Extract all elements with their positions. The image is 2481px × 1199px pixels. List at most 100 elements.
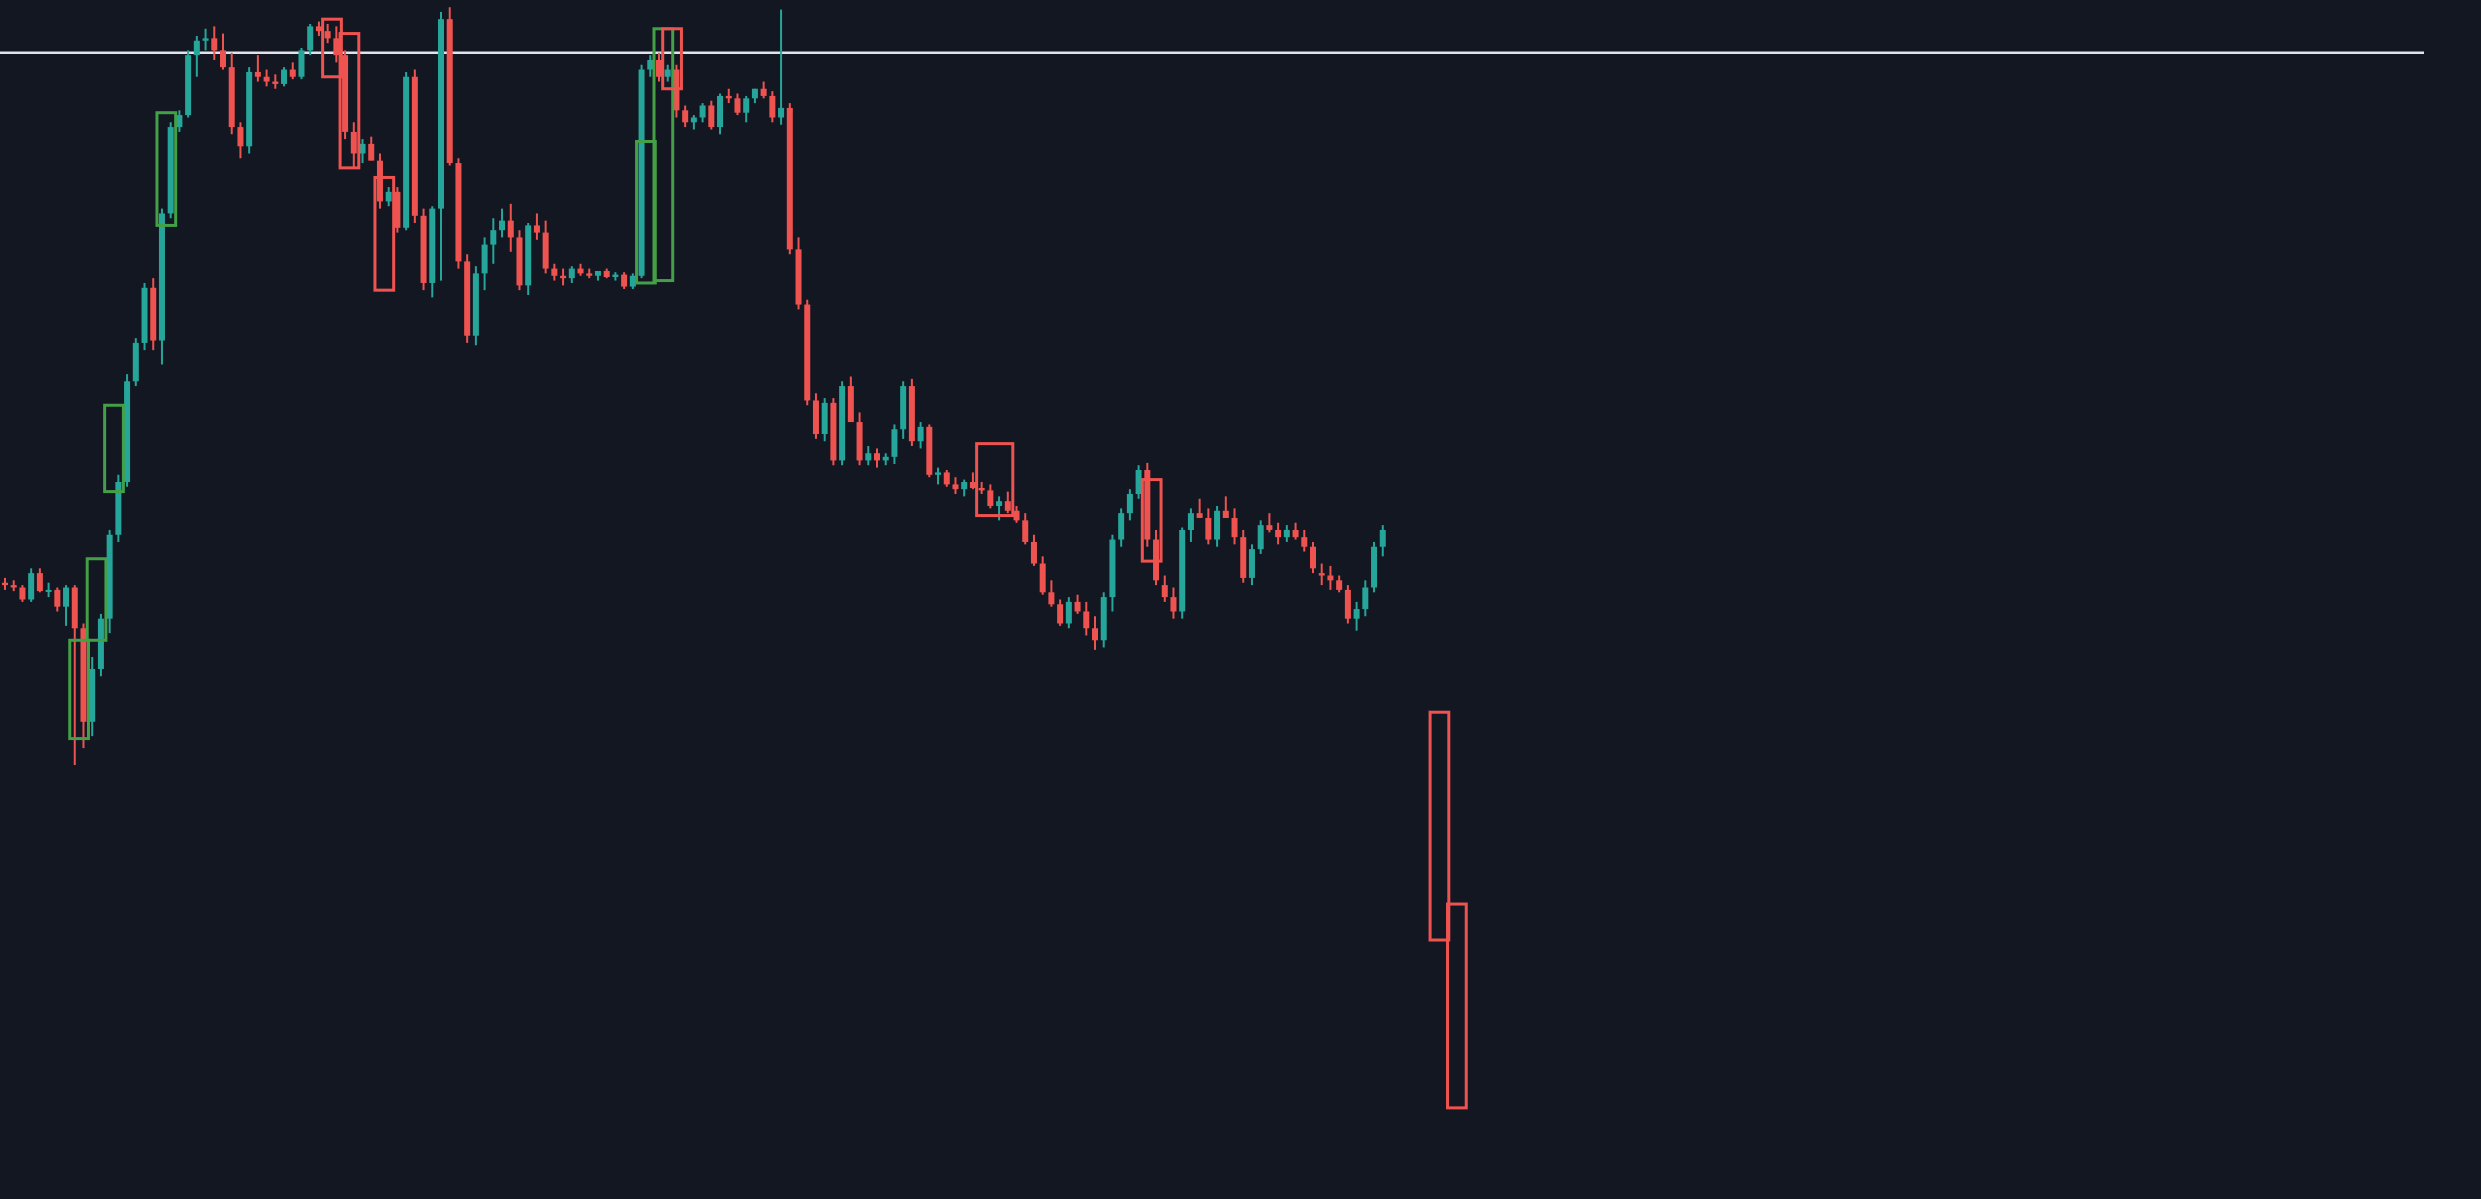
candle [882, 453, 889, 466]
candle-body [167, 127, 174, 214]
candle [289, 62, 296, 80]
candle [603, 268, 610, 279]
candle-body [80, 628, 87, 722]
candle [342, 50, 349, 140]
candle-body [333, 38, 340, 56]
candle [856, 412, 863, 466]
candle [917, 422, 924, 449]
candle-body [830, 402, 837, 461]
candle-body [996, 501, 1003, 506]
candle-body [1371, 546, 1378, 588]
candle-body [19, 587, 26, 600]
candle [656, 52, 662, 82]
candle [778, 9, 785, 125]
candle [1100, 592, 1107, 648]
candle-body [481, 244, 488, 274]
candle [900, 381, 907, 439]
candle [647, 55, 654, 77]
candle [185, 50, 192, 118]
candle-body [1187, 513, 1194, 530]
candle-body [1231, 517, 1238, 538]
candle [1004, 491, 1011, 514]
candle-body [594, 270, 601, 276]
candle-body [1336, 580, 1343, 590]
candle [690, 115, 697, 130]
candle [1336, 575, 1343, 593]
candle-body [1057, 604, 1064, 624]
candle [1118, 508, 1125, 547]
candle [1318, 563, 1325, 586]
candle [586, 268, 593, 279]
candles-layer [2, 7, 1386, 765]
candle [804, 299, 811, 406]
candle [2, 577, 8, 590]
candle [969, 472, 976, 490]
candle [1310, 541, 1316, 574]
candle [272, 74, 279, 89]
candle-body [1257, 525, 1264, 550]
candle [560, 268, 567, 286]
candle [1248, 544, 1255, 586]
candle-body [115, 481, 122, 535]
candle-body [734, 98, 741, 113]
candle-body [1179, 529, 1186, 612]
candle-body [952, 484, 959, 490]
candle-body [307, 26, 314, 51]
candle-body [1275, 529, 1282, 538]
candle-body [1100, 597, 1107, 641]
candle [1275, 522, 1282, 545]
candle [19, 585, 26, 602]
candle [1030, 534, 1037, 566]
candle-body [1240, 537, 1247, 578]
candle [1083, 601, 1090, 636]
candle-body [298, 50, 305, 77]
candle [935, 467, 942, 485]
candle [1135, 465, 1142, 499]
candle-body [664, 69, 671, 77]
candle [220, 33, 226, 70]
bullish-zone-box [103, 403, 125, 494]
candle [1144, 462, 1151, 547]
candle-body [438, 19, 444, 209]
candle [717, 93, 724, 135]
candle-body [1196, 513, 1203, 518]
candle [751, 88, 758, 104]
candle-body [1344, 589, 1351, 619]
candle-body [586, 273, 593, 276]
candle-body [1065, 601, 1072, 624]
candle-body [1074, 601, 1081, 612]
candle-body [935, 472, 942, 475]
candle-body [228, 67, 235, 128]
candle-body [725, 95, 732, 99]
candle-body [211, 38, 218, 51]
candle-body [1214, 510, 1221, 540]
candle-body [246, 71, 253, 147]
candle-body [176, 115, 183, 128]
candle [1126, 489, 1133, 521]
candle-body [551, 268, 558, 276]
candle-body [507, 220, 514, 238]
candle [499, 208, 506, 238]
bullish-zone-box [68, 638, 90, 741]
candle [594, 270, 601, 281]
candle-body [10, 585, 17, 588]
candle-body [385, 191, 392, 202]
candle-body [150, 287, 157, 341]
candle-body [751, 88, 758, 99]
candle-body [281, 69, 288, 84]
candle [961, 479, 968, 497]
candle [45, 582, 52, 598]
candle-body [1083, 611, 1090, 629]
candle-body [185, 55, 192, 116]
candle-body [778, 107, 785, 118]
candle-body [690, 117, 697, 123]
candle-body [987, 490, 994, 506]
candle [63, 585, 70, 626]
candle-body [254, 71, 261, 77]
candle-body [490, 230, 497, 245]
candle [1371, 541, 1378, 593]
candle-body [647, 59, 654, 70]
candle-body [106, 534, 113, 619]
